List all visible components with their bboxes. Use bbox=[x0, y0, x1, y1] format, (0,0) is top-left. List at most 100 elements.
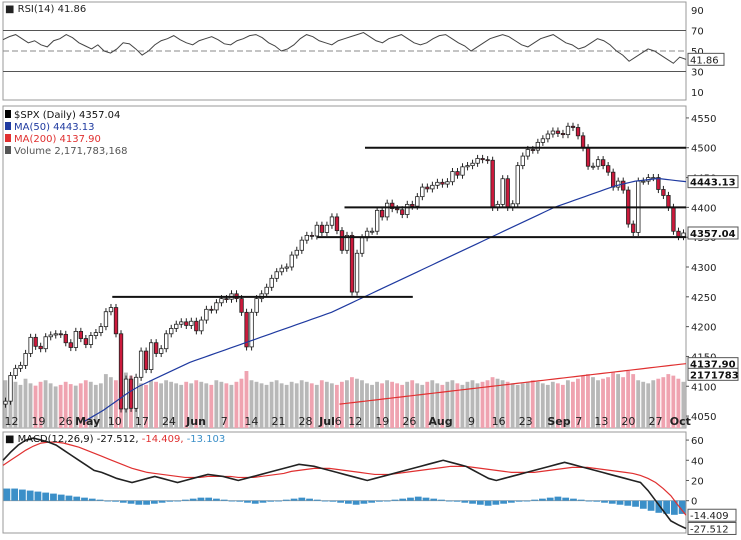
volume-bar bbox=[661, 377, 666, 428]
macd-label-signal: -14.409, bbox=[142, 434, 187, 445]
volume-bar bbox=[93, 384, 98, 428]
macd-hist-bar bbox=[321, 500, 329, 502]
macd-hist-bar bbox=[313, 499, 321, 501]
candle-body bbox=[68, 342, 73, 348]
candle-body bbox=[460, 166, 465, 176]
candle-body bbox=[465, 165, 470, 168]
macd-label: ■ MACD(12,26,9) -27.512, -14.409, -13.10… bbox=[5, 434, 225, 445]
macd-tag-text: -27.512 bbox=[690, 524, 729, 535]
volume-bar bbox=[676, 378, 681, 428]
volume-bar bbox=[73, 385, 78, 428]
rsi-label: ■ RSI(14) 41.86 bbox=[5, 4, 86, 15]
rsi-tick-label: 70 bbox=[691, 27, 704, 38]
candle-body bbox=[515, 165, 520, 205]
volume-bar bbox=[370, 384, 374, 428]
volume-bar bbox=[319, 380, 324, 428]
candle-body bbox=[616, 180, 621, 188]
macd-hist-bar bbox=[251, 500, 259, 504]
volume-bar bbox=[244, 371, 249, 428]
macd-hist-bar bbox=[639, 500, 647, 509]
candle-body bbox=[174, 323, 179, 329]
volume-bar bbox=[78, 383, 83, 428]
volume-bar bbox=[671, 375, 676, 428]
x-axis-label: 10 bbox=[108, 415, 122, 428]
candle-body bbox=[656, 177, 661, 190]
macd-hist-bar bbox=[484, 500, 492, 506]
volume-bar bbox=[550, 381, 555, 428]
candle-body bbox=[585, 147, 591, 167]
macd-hist-bar bbox=[585, 500, 593, 502]
candle-body bbox=[179, 321, 184, 325]
candle-body bbox=[309, 234, 315, 237]
candle-body bbox=[43, 336, 48, 350]
volume-bar bbox=[33, 385, 38, 428]
candle-body bbox=[184, 321, 189, 326]
volume-bar bbox=[681, 381, 686, 428]
macd-hist-bar bbox=[670, 500, 678, 515]
candle-body bbox=[405, 203, 410, 215]
volume-bar bbox=[309, 383, 314, 428]
signal-tag-text: -14.409 bbox=[690, 511, 729, 522]
candle-body bbox=[304, 234, 309, 241]
macd-hist-bar bbox=[352, 500, 360, 505]
rsi-tick-label: 30 bbox=[691, 68, 704, 79]
volume-bar bbox=[113, 380, 118, 428]
candle-body bbox=[580, 135, 586, 149]
volume-bar bbox=[616, 374, 621, 428]
candle-body bbox=[83, 338, 89, 345]
price-tick-label: 4100 bbox=[691, 382, 716, 393]
candle-body bbox=[590, 165, 596, 168]
legend-label: Volume 2,171,783,168 bbox=[14, 146, 128, 157]
price-tick-label: 4550 bbox=[691, 114, 716, 125]
volume-bar bbox=[58, 384, 63, 428]
macd-hist-bar bbox=[445, 500, 453, 502]
volume-bar bbox=[164, 380, 169, 428]
x-axis-label: 19 bbox=[375, 415, 389, 428]
x-axis-label: 26 bbox=[402, 415, 416, 428]
volume-bar bbox=[38, 381, 43, 428]
macd-label-hist: -13.103 bbox=[187, 434, 226, 445]
volume-bar bbox=[28, 383, 33, 428]
candle-body bbox=[606, 165, 611, 173]
candle-body bbox=[500, 178, 505, 205]
candle-body bbox=[159, 348, 164, 354]
x-axis-label: 21 bbox=[271, 415, 285, 428]
volume-bar bbox=[445, 381, 450, 428]
rsi-value-tag-text: 41.86 bbox=[690, 55, 719, 66]
volume-bar bbox=[18, 384, 23, 428]
macd-hist-bar bbox=[259, 500, 267, 503]
macd-tick-label: 20 bbox=[691, 476, 704, 487]
volume-bar bbox=[149, 380, 153, 428]
volume-bar bbox=[385, 380, 389, 428]
candle-body bbox=[666, 195, 671, 208]
candle-body bbox=[199, 319, 204, 332]
candle-body bbox=[63, 333, 68, 344]
volume-bar bbox=[98, 383, 103, 428]
volume-bar bbox=[324, 381, 329, 428]
volume-bar bbox=[440, 384, 445, 428]
legend-swatch bbox=[5, 134, 11, 142]
macd-hist-bar bbox=[562, 497, 570, 501]
volume-bar bbox=[375, 381, 379, 428]
volume-bar bbox=[460, 384, 465, 428]
legend-label: MA(50) 4443.13 bbox=[14, 122, 95, 133]
candle-body bbox=[128, 378, 134, 409]
candle-body bbox=[641, 180, 646, 183]
volume-bar bbox=[410, 380, 415, 428]
macd-line bbox=[2, 437, 687, 530]
candle-body bbox=[676, 230, 681, 237]
macd-hist-bar bbox=[414, 496, 422, 501]
candle-body bbox=[440, 181, 445, 185]
candle-body bbox=[33, 336, 38, 347]
legend-swatch bbox=[5, 110, 11, 118]
macd-label-prefix: ■ MACD(12,26,9) -27.512, bbox=[5, 434, 142, 445]
volume-bar bbox=[646, 383, 651, 428]
volume-bar bbox=[641, 381, 646, 428]
macd-hist-bar bbox=[65, 495, 73, 501]
macd-hist-bar bbox=[236, 500, 244, 502]
volume-bar bbox=[621, 377, 626, 428]
ma200-line bbox=[339, 363, 687, 405]
candle-body bbox=[410, 203, 415, 207]
volume-bar bbox=[560, 384, 565, 428]
